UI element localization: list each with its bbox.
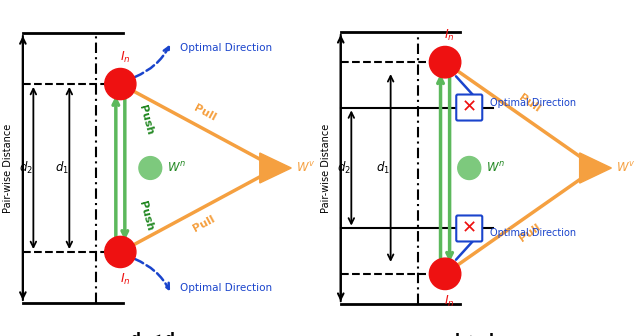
Text: Pair-wise Distance: Pair-wise Distance bbox=[3, 123, 13, 213]
Text: ✕: ✕ bbox=[462, 219, 477, 238]
Text: Push: Push bbox=[137, 200, 154, 232]
Circle shape bbox=[105, 236, 136, 267]
Polygon shape bbox=[260, 153, 291, 183]
Text: $d_1$: $d_1$ bbox=[55, 160, 69, 176]
Text: Optimal Direction: Optimal Direction bbox=[491, 228, 577, 238]
Text: $W^n$: $W^n$ bbox=[167, 161, 186, 175]
Circle shape bbox=[139, 157, 161, 179]
Text: Pull: Pull bbox=[191, 213, 217, 234]
Text: $d_2$: $d_2$ bbox=[337, 160, 351, 176]
Text: $W^v$: $W^v$ bbox=[296, 161, 315, 175]
Text: $d_1$: $d_1$ bbox=[376, 160, 390, 176]
Text: $\mathbf{d_1 < d_2}$: $\mathbf{d_1 < d_2}$ bbox=[130, 330, 182, 336]
Circle shape bbox=[458, 157, 481, 179]
Text: Optimal Direction: Optimal Direction bbox=[181, 43, 272, 53]
Text: $W^v$: $W^v$ bbox=[616, 161, 635, 175]
Text: $\mathbf{d_1 > d_2}$: $\mathbf{d_1 > d_2}$ bbox=[449, 332, 501, 336]
Circle shape bbox=[429, 258, 461, 290]
Text: Optimal Direction: Optimal Direction bbox=[181, 283, 272, 293]
Text: $I_n$: $I_n$ bbox=[444, 28, 455, 42]
Text: Pull: Pull bbox=[191, 102, 217, 123]
Text: $I_n$: $I_n$ bbox=[119, 271, 130, 287]
FancyBboxPatch shape bbox=[456, 215, 482, 242]
FancyBboxPatch shape bbox=[456, 94, 482, 121]
Text: Push: Push bbox=[137, 104, 154, 136]
Text: Pull: Pull bbox=[517, 222, 542, 244]
Polygon shape bbox=[580, 153, 611, 183]
Circle shape bbox=[429, 46, 461, 78]
Text: $d_2$: $d_2$ bbox=[19, 160, 33, 176]
Text: Pair-wise Distance: Pair-wise Distance bbox=[321, 123, 330, 213]
Text: $W^n$: $W^n$ bbox=[486, 161, 505, 175]
Text: $I_n$: $I_n$ bbox=[444, 294, 455, 308]
Text: Optimal Direction: Optimal Direction bbox=[491, 98, 577, 108]
Circle shape bbox=[105, 69, 136, 100]
Text: ✕: ✕ bbox=[462, 98, 477, 117]
Text: $I_n$: $I_n$ bbox=[119, 49, 130, 65]
Text: Pull: Pull bbox=[517, 92, 542, 114]
